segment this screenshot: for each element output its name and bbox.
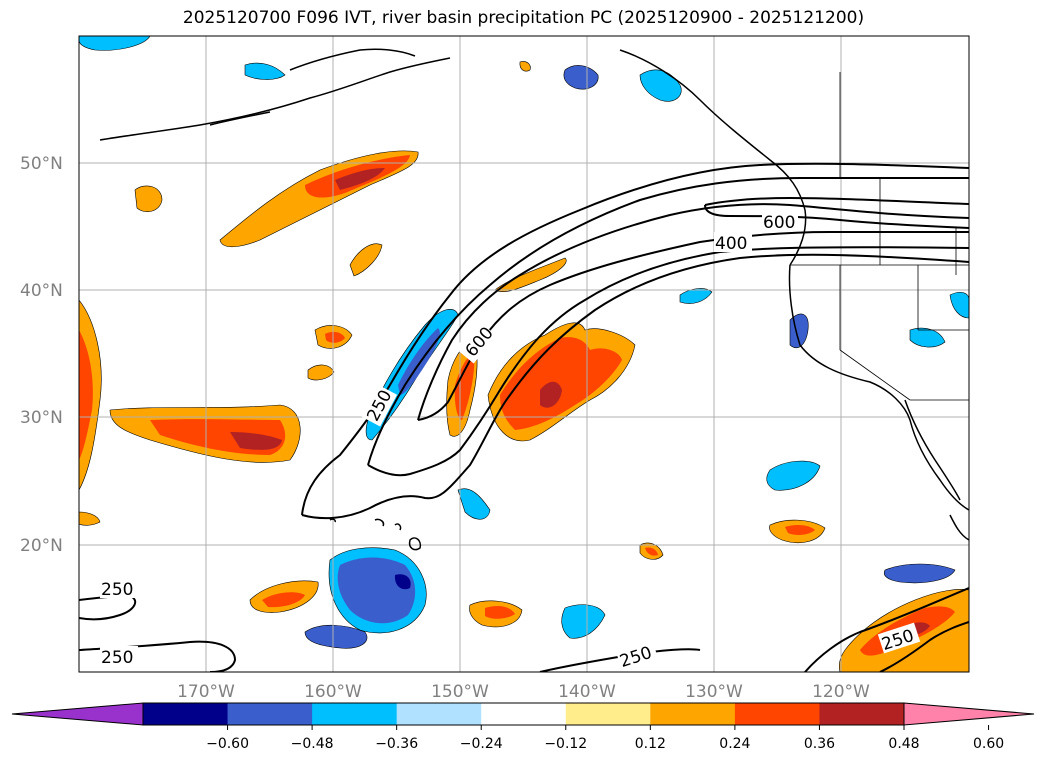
colorbar-segment	[227, 703, 313, 725]
lat-label-30n: 30°N	[20, 408, 63, 428]
shade-cold-5	[766, 460, 821, 491]
coast-hawaii	[374, 518, 385, 527]
lon-label-120w: 120°W	[812, 682, 870, 702]
shade-warm-s4-core	[645, 547, 658, 556]
shade-warm-w	[307, 364, 335, 381]
colorbar-tick-label: −0.12	[544, 736, 587, 752]
shade-warm-s2-core	[485, 606, 515, 619]
shade-cold-9	[563, 65, 599, 90]
shade-north-band-dark	[335, 168, 385, 190]
contour-600-tongue	[704, 196, 969, 206]
lat-label-20n: 20°N	[20, 536, 63, 556]
lon-label-140w: 140°W	[558, 682, 616, 702]
coast-alaska	[99, 57, 451, 141]
lat-labels: 50°N 40°N 30°N 20°N	[20, 154, 63, 556]
contour-label-400: 400	[715, 234, 747, 254]
shade-warm-w2-core	[325, 331, 345, 343]
colorbar-frame	[142, 702, 905, 726]
contour-250-main-inner	[301, 253, 969, 520]
shade-cold-11	[244, 62, 286, 80]
lon-label-160w: 160°W	[304, 682, 362, 702]
colorbar-arrow-right	[903, 702, 1035, 726]
coast-west-us	[788, 264, 969, 511]
map-frame	[78, 35, 970, 673]
shade-band-170w-dark	[230, 432, 282, 450]
lon-labels: 170°W 160°W 150°W 140°W 130°W 120°W	[177, 682, 870, 702]
coast-bc	[619, 49, 807, 266]
coastlines	[99, 48, 969, 551]
colorbar-tick-label: 0.24	[719, 736, 750, 752]
colorbar-segment	[143, 703, 229, 725]
contour-250-se	[804, 587, 969, 672]
coast-hawaii-3	[408, 537, 422, 551]
colorbar-arrow-left	[11, 702, 144, 726]
lon-label-170w: 170°W	[177, 682, 235, 702]
shade-cold-14	[949, 291, 969, 319]
shade-cold-4	[457, 488, 491, 520]
coast-mexico	[949, 514, 969, 541]
colorbar-segment	[734, 703, 820, 725]
shade-warm-s1-core	[262, 592, 305, 608]
shade-warm-w3	[79, 511, 101, 526]
contour-600-tongue-2	[704, 204, 969, 229]
colorbar-tick-label: 0.36	[804, 736, 835, 752]
lat-label-40n: 40°N	[20, 281, 63, 301]
colorbar-segment	[819, 703, 905, 725]
contour-600	[417, 203, 969, 421]
colorbar-segment	[650, 703, 736, 725]
lon-label-150w: 150°W	[431, 682, 489, 702]
ivt-contours	[79, 162, 969, 672]
colorbar-tick-label: 0.60	[973, 736, 1004, 752]
shade-warm-s3-core	[785, 525, 815, 535]
shade-warm-n	[519, 61, 531, 72]
contour-600-inner	[417, 230, 969, 421]
colorbar-tick-label: −0.24	[460, 736, 503, 752]
colorbar-tick-label: −0.48	[291, 736, 334, 752]
lat-label-50n: 50°N	[20, 154, 63, 174]
shade-cold-2	[304, 624, 368, 649]
coast-hawaii-4	[329, 518, 336, 523]
map-title: 2025120700 F096 IVT, river basin precipi…	[182, 8, 865, 28]
coast-hawaii-2	[394, 523, 402, 531]
coast-alaska-3	[289, 48, 416, 71]
shade-ar-2-dark	[540, 381, 562, 408]
colorbar-segment	[396, 703, 482, 725]
shade-blob-1	[134, 185, 163, 213]
shade-hawaii-cold-core	[337, 557, 416, 624]
contour-label-600-b: 600	[763, 213, 795, 233]
contour-250-se-2	[879, 621, 969, 672]
shade-left-edge-core	[79, 330, 93, 460]
contour-label-250-c: 250	[101, 648, 133, 668]
colorbar-segment	[312, 703, 398, 725]
shade-cold-13	[909, 327, 946, 348]
colorbar: −0.60 −0.48 −0.36 −0.24 −0.12 0.12 0.24 0.36 0.4…	[11, 702, 1035, 752]
contour-400-inner	[367, 246, 969, 477]
shade-hawaii-cold-dark	[394, 574, 411, 590]
coast-alaska-2	[209, 111, 271, 126]
colorbar-tick-label: −0.36	[375, 736, 418, 752]
shade-warm-n2	[349, 243, 383, 277]
precip-shading	[79, 36, 969, 672]
shade-cold-3	[561, 604, 606, 639]
shade-cold-12	[79, 36, 151, 51]
colorbar-tick-label: −0.60	[206, 736, 249, 752]
colorbar-tick-label: 0.12	[635, 736, 666, 752]
colorbar-tick-label: 0.48	[888, 736, 919, 752]
coast-baja	[904, 399, 961, 501]
colorbar-segment	[481, 703, 567, 725]
colorbar-segment	[565, 703, 651, 725]
contour-400	[367, 176, 969, 466]
shade-cold-6	[883, 563, 956, 584]
contour-250-main	[301, 162, 969, 516]
contour-label-250-a: 250	[101, 580, 133, 600]
lon-label-130w: 130°W	[685, 682, 743, 702]
shade-ar-2-core	[500, 337, 622, 430]
